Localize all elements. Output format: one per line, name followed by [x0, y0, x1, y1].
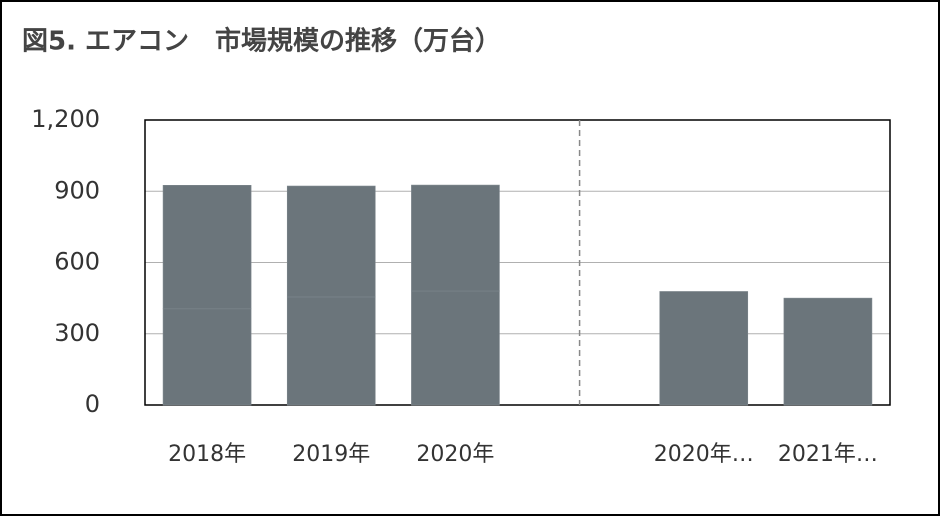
- bar: [162, 185, 252, 310]
- plot-frame: [144, 119, 891, 406]
- x-tick-label: 2020年: [416, 442, 494, 467]
- x-tick-label: 2018年: [168, 442, 246, 467]
- x-tick-label: 2019年: [292, 442, 370, 467]
- bar: [162, 308, 252, 406]
- x-tick-label: 2020年…: [654, 442, 754, 467]
- bar: [411, 290, 500, 406]
- bar: [783, 297, 873, 406]
- bar: [286, 296, 376, 406]
- chart-title: 図5. エアコン 市場規模の推移（万台）: [22, 26, 501, 57]
- y-tick-label: 0: [85, 390, 100, 418]
- bar: [659, 291, 749, 406]
- y-tick-label: 900: [54, 176, 100, 204]
- x-tick-label: 2021年…: [778, 442, 878, 467]
- bar: [411, 184, 500, 292]
- y-tick-label: 600: [54, 248, 100, 276]
- y-tick-label: 300: [54, 319, 100, 347]
- bar: [286, 185, 376, 298]
- y-tick-label: 1,200: [31, 105, 100, 133]
